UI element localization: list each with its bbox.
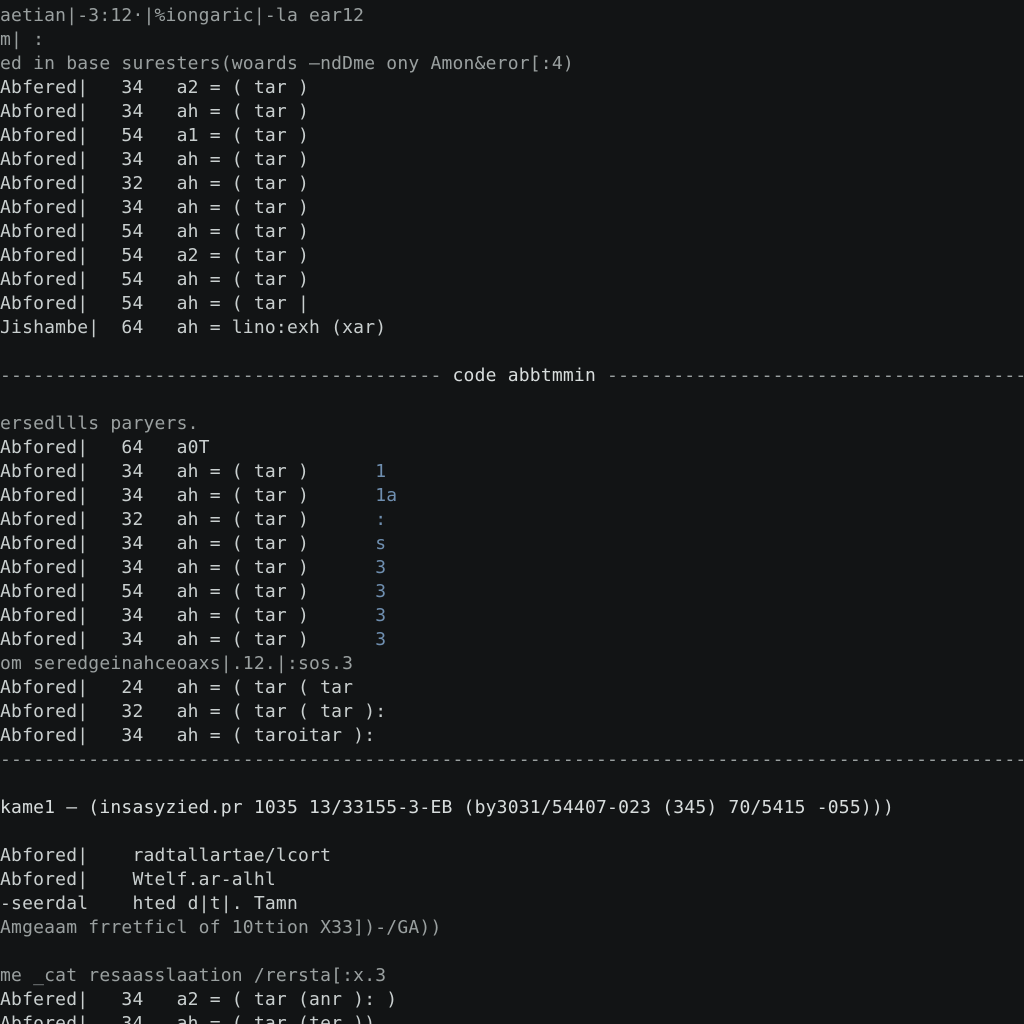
- terminal-line: Abfored| 34 ah = ( tar ) 1a: [0, 484, 1024, 508]
- terminal-line: Abfored| 34 ah = ( tar ): [0, 100, 1024, 124]
- terminal-line: Abfored| 34 ah = ( tar ) 3: [0, 556, 1024, 580]
- terminal-line: Abfored| 54 ah = ( tar ) 3: [0, 580, 1024, 604]
- terminal-line: Abfored| 32 ah = ( tar ): [0, 172, 1024, 196]
- terminal-line: Abfored| 54 ah = ( tar ): [0, 268, 1024, 292]
- terminal-output: aetian|-3:12·|%iongaric|-la ear12m| :ed …: [0, 0, 1024, 1024]
- terminal-line: Abfored| 34 ah = ( tar ): [0, 148, 1024, 172]
- terminal-line: Abfored| Wtelf.ar-alhl: [0, 868, 1024, 892]
- terminal-line: ----------------------------------------…: [0, 364, 1024, 388]
- terminal-line: [0, 340, 1024, 364]
- terminal-line: aetian|-3:12·|%iongaric|-la ear12: [0, 4, 1024, 28]
- terminal-line: Abfored| 54 a1 = ( tar ): [0, 124, 1024, 148]
- terminal-line: m| :: [0, 28, 1024, 52]
- terminal-line: Abfored| 34 ah = ( tar ) 3: [0, 628, 1024, 652]
- terminal-line: Abfored| 34 ah = ( tar ) 3: [0, 604, 1024, 628]
- terminal-line: [0, 940, 1024, 964]
- terminal-line: Jishambe| 64 ah = lino:exh (xar): [0, 316, 1024, 340]
- terminal-line: Abfored| 34 ah = ( tar ): [0, 196, 1024, 220]
- terminal-line: Abfered| 34 a2 = ( tar (anr ): ): [0, 988, 1024, 1012]
- terminal-line: [0, 820, 1024, 844]
- terminal-line: Abfored| 54 a2 = ( tar ): [0, 244, 1024, 268]
- terminal-line: Abfored| 34 ah = ( tar (ter )): [0, 1012, 1024, 1024]
- terminal-line: [0, 388, 1024, 412]
- terminal-line: Abfored| 24 ah = ( tar ( tar: [0, 676, 1024, 700]
- terminal-line: Abfered| 34 a2 = ( tar ): [0, 76, 1024, 100]
- terminal-line: Abfored| 54 ah = ( tar ): [0, 220, 1024, 244]
- terminal-line: kame1 — (insasyzied.pr 1035 13/33155-3-E…: [0, 796, 1024, 820]
- terminal-line: [0, 772, 1024, 796]
- terminal-line: Abfored| 34 ah = ( tar ) 1: [0, 460, 1024, 484]
- terminal-line: me _cat resaasslaation /rersta[:x.3: [0, 964, 1024, 988]
- terminal-line: ersedllls paryers.: [0, 412, 1024, 436]
- terminal-line: Abfored| 32 ah = ( tar ( tar ):: [0, 700, 1024, 724]
- terminal-line: Abfored| 34 ah = ( taroitar ):: [0, 724, 1024, 748]
- terminal-line: Amgeaam frretficl of 10ttion X33])-/GA)): [0, 916, 1024, 940]
- terminal-line: Abfored| radtallartae/lcort: [0, 844, 1024, 868]
- terminal-line: Abfored| 64 a0T: [0, 436, 1024, 460]
- terminal-line: Abfored| 34 ah = ( tar ) s: [0, 532, 1024, 556]
- terminal-line: -seerdal hted d|t|. Tamn: [0, 892, 1024, 916]
- terminal-line: Abfored| 54 ah = ( tar |: [0, 292, 1024, 316]
- terminal-line: om seredgeinahceoaxs|.12.|:sos.3: [0, 652, 1024, 676]
- terminal-line: ed in base suresters(woards —ndDme ony A…: [0, 52, 1024, 76]
- terminal-line: Abfored| 32 ah = ( tar ) :: [0, 508, 1024, 532]
- terminal-line: ----------------------------------------…: [0, 748, 1024, 772]
